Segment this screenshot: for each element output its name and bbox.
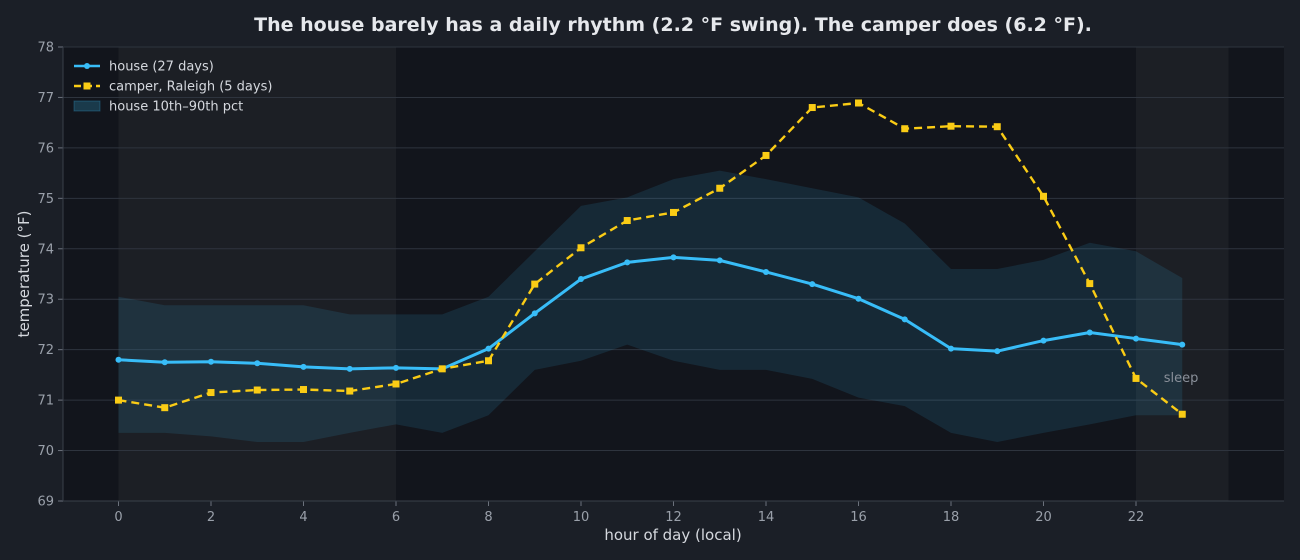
x-tick-label-4: 4: [299, 510, 307, 525]
point-s1-6: [392, 380, 400, 388]
series-line-1: [118, 101, 1183, 416]
x-tick-label-10: 10: [573, 510, 590, 525]
point-s0-1: [161, 359, 168, 366]
point-s1-17: [901, 125, 909, 133]
point-s1-3: [253, 386, 261, 394]
point-s0-16: [855, 295, 862, 302]
point-s1-21: [1086, 280, 1094, 288]
point-s0-21: [1086, 329, 1093, 336]
point-s0-8: [485, 345, 492, 352]
x-axis-label: hour of day (local): [604, 526, 741, 544]
point-s1-0: [115, 396, 122, 404]
sleep-shading: [118, 47, 1229, 501]
y-tick-label-72: 72: [37, 343, 54, 358]
series-0: [115, 254, 1186, 372]
point-s1-22: [1132, 374, 1140, 382]
x-tick-label-16: 16: [850, 510, 867, 525]
point-s1-11: [623, 217, 631, 225]
legend-marker-1: [83, 82, 91, 90]
y-axis-label: temperature (°F): [15, 211, 33, 338]
point-s0-13: [716, 257, 723, 264]
series-layer: [115, 99, 1186, 418]
point-s0-10: [578, 276, 584, 283]
point-s1-10: [577, 244, 585, 252]
y-tick-label-77: 77: [37, 91, 54, 106]
point-s0-2: [208, 358, 214, 365]
point-s1-15: [808, 104, 816, 112]
x-tick-label-2: 2: [207, 510, 215, 525]
point-s1-16: [855, 99, 862, 107]
point-s1-18: [947, 122, 955, 130]
x-tick-label-22: 22: [1128, 510, 1145, 525]
x-tick-label-12: 12: [665, 510, 682, 525]
y-tick-label-73: 73: [37, 293, 54, 308]
point-s0-20: [1040, 337, 1047, 344]
x-tick-label-6: 6: [392, 510, 400, 525]
point-s1-7: [438, 365, 446, 373]
point-s0-4: [300, 363, 307, 370]
series-1: [115, 99, 1186, 418]
annotations: sleep: [1164, 371, 1199, 386]
point-s0-17: [901, 316, 908, 323]
point-s0-14: [763, 268, 769, 275]
point-s1-4: [300, 386, 307, 394]
x-tick-label-20: 20: [1035, 510, 1052, 525]
point-s0-23: [1179, 341, 1186, 348]
y-tick-label-71: 71: [37, 394, 54, 409]
point-s0-15: [809, 281, 816, 288]
point-s1-14: [762, 151, 770, 159]
house-percentile-band: [118, 170, 1183, 442]
legend-label-1: camper, Raleigh (5 days): [109, 80, 272, 95]
y-tick-label-78: 78: [37, 41, 54, 56]
point-s0-3: [254, 360, 261, 367]
point-s0-18: [948, 345, 954, 352]
sleep-region-1: [1136, 47, 1229, 501]
legend-marker-0: [84, 63, 90, 69]
chart-title: The house barely has a daily rhythm (2.2…: [254, 14, 1092, 36]
point-s0-6: [393, 364, 399, 371]
point-s1-5: [346, 387, 354, 395]
legend-label-0: house (27 days): [109, 60, 214, 75]
axes: 69 70 71 72 73 74 75 76 77 78 0 2 4 6 8 10 12 14 16 18 20 22: [37, 41, 1284, 525]
y-tick-label-75: 75: [37, 192, 54, 207]
x-tick-label-14: 14: [758, 510, 775, 525]
y-tick-label-70: 70: [37, 444, 54, 459]
legend: house (27 days) camper, Raleigh (5 days) h…: [73, 60, 272, 115]
x-tick-label-18: 18: [943, 510, 960, 525]
y-tick-label-76: 76: [37, 141, 54, 156]
point-s1-23: [1178, 410, 1186, 418]
point-s0-19: [994, 348, 1001, 355]
point-s1-8: [485, 357, 492, 365]
x-tick-label-8: 8: [484, 510, 492, 525]
point-s1-9: [531, 280, 539, 288]
percentile-band-layer: [118, 170, 1183, 442]
legend-label-band: house 10th–90th pct: [109, 100, 243, 115]
point-s0-12: [670, 254, 677, 261]
y-tick-label-69: 69: [37, 495, 54, 510]
series-line-0: [118, 255, 1183, 371]
point-s1-13: [716, 184, 724, 192]
annotation-sleep: sleep: [1164, 371, 1199, 386]
sleep-region-0: [118, 47, 396, 501]
point-s0-22: [1133, 335, 1139, 342]
point-s0-0: [115, 356, 122, 363]
point-s1-20: [1040, 192, 1047, 200]
y-tick-label-74: 74: [37, 242, 54, 257]
point-s0-5: [346, 365, 353, 372]
plot-area: [63, 47, 1284, 501]
point-s1-12: [670, 208, 677, 216]
point-s1-1: [161, 404, 169, 412]
point-s1-19: [993, 123, 1001, 131]
legend-band-swatch: [73, 100, 101, 112]
x-tick-label-0: 0: [114, 510, 122, 525]
point-s0-9: [531, 310, 538, 317]
point-s1-2: [207, 389, 215, 397]
point-s0-11: [624, 259, 631, 266]
